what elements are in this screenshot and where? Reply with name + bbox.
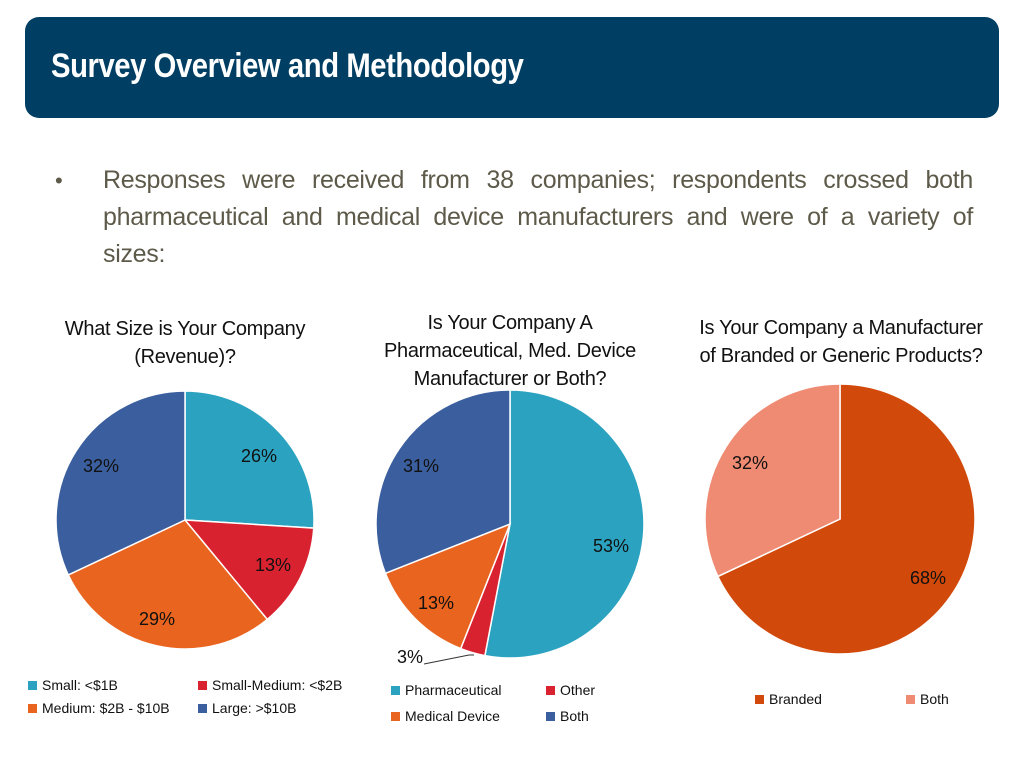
legend-swatch (755, 694, 764, 704)
pie-slice-both (375, 389, 511, 575)
chart-title-line: of Branded or Generic Products? (699, 345, 983, 367)
pie-slice-both (704, 383, 841, 578)
title-banner: Survey Overview and Methodology (25, 17, 999, 118)
legend-label: Both (920, 691, 949, 707)
legend-swatch (546, 711, 555, 721)
legend-item-branded: Branded (755, 691, 822, 707)
legend-swatch (28, 703, 37, 713)
legend-label: Medium: $2B - $10B (42, 700, 170, 716)
data-label-large: 32% (83, 456, 119, 476)
legend-item-both: Both (546, 708, 589, 724)
legend-item-medical-device: Medical Device (391, 708, 500, 724)
data-label-both: 31% (403, 456, 439, 476)
legend-item-medium: Medium: $2B - $10B (28, 700, 170, 716)
legend-swatch (198, 680, 207, 690)
legend-item-pharmaceutical: Pharmaceutical (391, 682, 502, 698)
legend-item-small-medium: Small-Medium: <$2B (198, 677, 342, 693)
chart-title-line: Is Your Company A (427, 312, 593, 334)
data-label-other: 3% (397, 647, 423, 667)
bullet-marker: • (55, 168, 63, 193)
page-title: Survey Overview and Methodology (51, 47, 524, 85)
chart-title-line: Pharmaceutical, Med. Device (383, 340, 636, 362)
legend-item-other: Other (546, 682, 595, 698)
pie-slice-branded (716, 383, 976, 655)
data-label-small: 26% (241, 446, 277, 466)
data-label-branded: 68% (910, 568, 946, 588)
legend-swatch (198, 703, 207, 713)
pie-slice-small-medium (183, 519, 315, 621)
legend-swatch (28, 680, 37, 690)
legend-label: Branded (769, 691, 822, 707)
data-label-medical-device: 13% (418, 593, 454, 613)
legend-swatch (546, 685, 555, 695)
pie-slice-small (184, 390, 315, 529)
chart-title-line: Is Your Company a Manufacturer (699, 317, 983, 339)
data-label-medium: 29% (139, 609, 175, 629)
chart-title-line: Manufacturer or Both? (413, 368, 607, 390)
legend-item-both-generic: Both (906, 691, 949, 707)
legend-label: Other (560, 682, 596, 698)
chart-title-product-type: Is Your Company a Manufacturer of Brande… (676, 314, 1006, 370)
data-label-pharmaceutical: 53% (593, 536, 629, 556)
data-label-both: 32% (732, 453, 768, 473)
pie-slice-medical-device (384, 522, 512, 650)
legend-label: Medical Device (405, 708, 500, 724)
legend-item-small: Small: <$1B (28, 677, 118, 693)
chart-title-company-type: Is Your Company A Pharmaceutical, Med. D… (355, 309, 665, 393)
pie-slice-large (55, 390, 186, 576)
chart-title-line: (Revenue)? (134, 346, 236, 368)
leader-line-other (423, 654, 474, 665)
legend-swatch (906, 694, 915, 704)
pie-slice-pharmaceutical (484, 389, 645, 659)
bullet-text: Responses were received from 38 companie… (103, 166, 973, 268)
legend-swatch (391, 685, 400, 695)
legend-label: Both (560, 708, 589, 724)
legend-item-large: Large: >$10B (198, 700, 296, 716)
data-label-small-medium: 13% (255, 555, 291, 575)
legend-swatch (391, 711, 400, 721)
legend-label: Large: >$10B (212, 700, 297, 716)
chart-title-company-size: What Size is Your Company (Revenue)? (35, 315, 335, 371)
legend-label: Pharmaceutical (405, 682, 502, 698)
legend-label: Small: <$1B (42, 677, 118, 693)
chart-title-line: What Size is Your Company (64, 318, 306, 340)
legend-label: Small-Medium: <$2B (212, 677, 343, 693)
